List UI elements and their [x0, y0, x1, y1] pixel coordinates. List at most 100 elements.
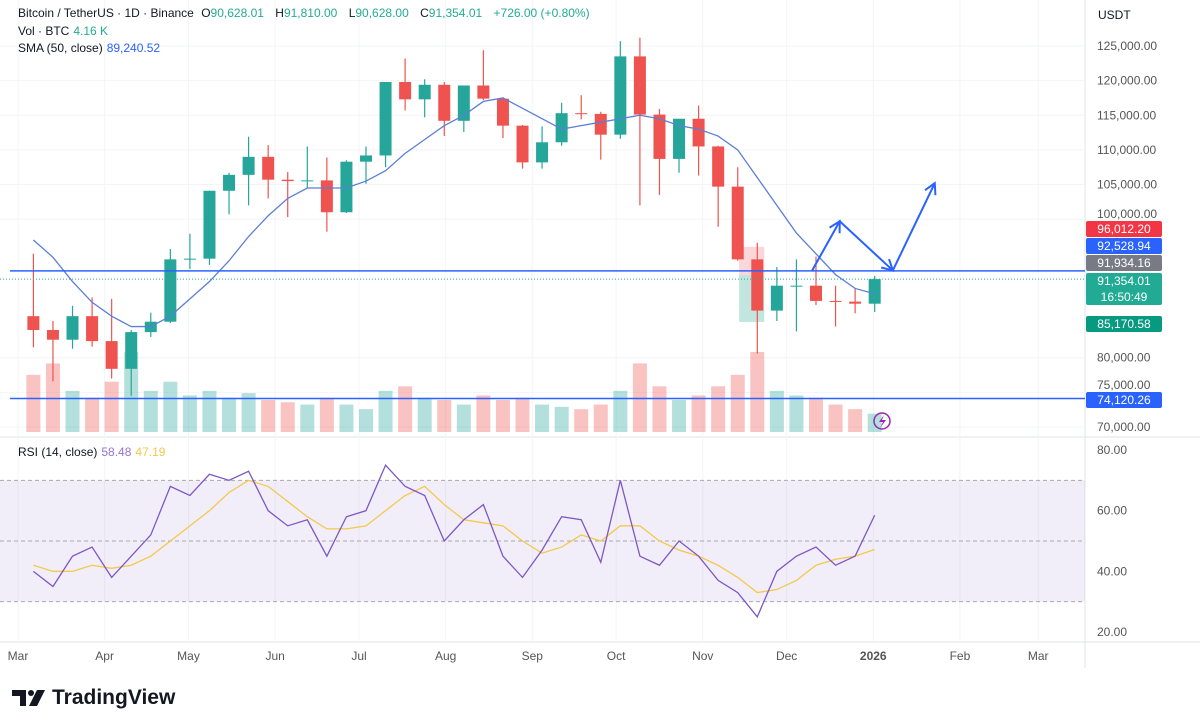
price-tick-label: 125,000.00	[1097, 39, 1157, 53]
volume-bar	[26, 374, 41, 432]
candle-body	[418, 84, 431, 100]
candle-body	[555, 113, 568, 143]
volume-bar	[769, 390, 784, 432]
candle-body	[496, 98, 509, 126]
candle-body	[829, 300, 842, 302]
volume-bar	[241, 393, 256, 432]
volume-bar	[652, 386, 667, 432]
candle-body	[673, 118, 686, 159]
price-tick-label: 115,000.00	[1097, 108, 1156, 122]
ohlc-change: +726.00 (+0.80%)	[493, 6, 590, 20]
candle-body	[712, 146, 725, 187]
rsi-ma-value: 47.19	[135, 445, 166, 459]
price-label-value: 92,528.94	[1097, 239, 1151, 253]
rsi-label: RSI (14, close)	[18, 445, 98, 459]
ohlc-open: O90,628.01	[201, 6, 268, 20]
candle-body	[320, 180, 333, 213]
volume-bar	[613, 390, 628, 432]
candle-body	[262, 156, 275, 180]
price-label-value: 74,120.26	[1097, 393, 1151, 407]
volume-bar	[202, 390, 217, 432]
x-tick-label: Mar	[1028, 649, 1049, 663]
volume-bar	[437, 400, 452, 432]
countdown-timer: 16:50:49	[1100, 290, 1148, 304]
rsi-line	[32, 463, 876, 619]
rsi-ma-line	[33, 479, 875, 594]
x-tick-label: Apr	[95, 649, 114, 663]
price-tick-label: 110,000.00	[1097, 143, 1156, 157]
candle-body	[731, 186, 744, 260]
candle-body	[203, 190, 216, 259]
price-tick-label: 105,000.00	[1097, 178, 1157, 192]
candle-body	[105, 341, 118, 369]
candle-body	[359, 155, 372, 162]
candle-body	[614, 56, 627, 135]
volume-bar	[378, 390, 393, 432]
rsi-tick-label: 80.00	[1097, 443, 1127, 457]
candle-body	[516, 125, 529, 163]
volume-bar	[358, 409, 373, 432]
ohlc-close-value: 91,354.01	[428, 6, 483, 20]
candle-body	[66, 316, 79, 340]
x-tick-label: Oct	[607, 649, 626, 663]
candle-body	[536, 142, 549, 163]
arrow-head-icon	[829, 219, 841, 234]
price-label-value: 96,012.20	[1097, 222, 1151, 236]
ohlc-close: C91,354.01	[420, 6, 486, 20]
volume-bar	[574, 409, 589, 432]
candle-body	[242, 156, 255, 175]
volume-bar	[339, 404, 354, 432]
volume-bar	[104, 381, 119, 432]
candle-body	[692, 118, 705, 147]
ohlc-open-label: O	[201, 6, 211, 20]
volume-bar	[808, 397, 823, 432]
price-tick-label: 75,000.00	[1097, 378, 1151, 392]
price-tick-label: 80,000.00	[1097, 351, 1151, 365]
volume-bar	[554, 406, 569, 432]
candle-body	[868, 279, 881, 304]
price-tick-label: 100,000.00	[1097, 207, 1157, 221]
candle-body	[379, 82, 392, 156]
volume-bar	[711, 386, 726, 432]
rsi-tick-label: 40.00	[1097, 564, 1127, 578]
lightning-icon-glyph	[879, 415, 886, 428]
volume-bar	[143, 390, 158, 432]
x-tick-label: Jun	[265, 649, 284, 663]
candle-body	[849, 301, 862, 304]
price-label: 91,934.16	[1086, 255, 1162, 271]
candle-body	[183, 258, 196, 260]
volume-bar	[495, 400, 510, 432]
price-label-value: 91,934.16	[1097, 256, 1151, 270]
candle-body	[633, 56, 646, 115]
candle-body	[575, 113, 588, 115]
volume-bar	[163, 381, 178, 432]
volume-bar	[261, 400, 276, 432]
ohlc-open-value: 90,628.01	[210, 6, 264, 20]
volume-bar	[398, 386, 413, 432]
price-label: 85,170.58	[1086, 316, 1162, 332]
volume-bar	[85, 397, 100, 432]
volume-bar	[280, 402, 295, 432]
sma-value: 89,240.52	[106, 41, 161, 55]
currency-label[interactable]: USDT	[1098, 8, 1131, 22]
ohlc-low-value: 90,628.00	[355, 6, 409, 20]
projection-arrow-path	[810, 182, 936, 273]
ohlc-high-value: 91,810.00	[283, 6, 338, 20]
x-tick-label: Aug	[435, 649, 456, 663]
price-label-value: 91,354.01	[1097, 274, 1151, 288]
volume-bar	[476, 395, 491, 432]
candle-body	[790, 285, 803, 287]
x-tick-label: May	[177, 649, 200, 663]
candle-body	[301, 180, 314, 182]
logo-text: TradingView	[52, 686, 176, 709]
candle-body	[770, 285, 783, 311]
volume-bar	[535, 404, 550, 432]
arrow-head-icon	[924, 181, 937, 196]
candle-body	[477, 85, 490, 99]
volume-bar	[515, 397, 530, 432]
price-label-value: 85,170.58	[1097, 317, 1151, 331]
sma-legend: SMA (50, close) 89,240.52	[18, 41, 164, 55]
candle-body	[281, 179, 294, 182]
volume-legend: Vol · BTC 4.16 K	[18, 24, 112, 38]
